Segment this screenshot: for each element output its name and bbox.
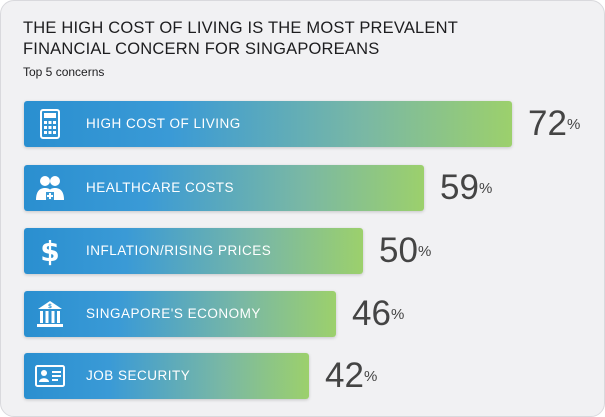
- bar-label: JOB SECURITY: [86, 368, 191, 383]
- bar: HIGH COST OF LIVING: [24, 101, 512, 147]
- chart-title-line1: THE HIGH COST OF LIVING IS THE MOST PREV…: [23, 19, 459, 37]
- dollar-icon: $: [34, 235, 66, 268]
- people-health-icon: [34, 172, 66, 204]
- chart-title: THE HIGH COST OF LIVING IS THE MOST PREV…: [23, 18, 583, 60]
- data-label-value: 50: [379, 231, 418, 270]
- data-label-unit: %: [478, 180, 493, 197]
- calculator-icon: [34, 108, 66, 140]
- bar-label: SINGAPORE'S ECONOMY: [86, 306, 261, 321]
- bar: $ INFLATION/RISING PRICES: [24, 228, 363, 274]
- bar: JOB SECURITY: [24, 353, 309, 399]
- data-label: 59%: [440, 168, 492, 208]
- id-card-icon: [34, 360, 66, 392]
- bar: HEALTHCARE COSTS: [24, 165, 424, 211]
- data-label-unit: %: [566, 116, 581, 133]
- data-label-unit: %: [390, 306, 405, 323]
- chart-subtitle: Top 5 concerns: [23, 65, 105, 79]
- data-label-value: 42: [325, 356, 364, 395]
- data-label: 50%: [379, 231, 431, 271]
- data-label: 46%: [352, 294, 404, 334]
- bank-icon: $: [34, 298, 66, 330]
- bar-label: INFLATION/RISING PRICES: [86, 243, 272, 258]
- data-label-value: 46: [352, 294, 391, 333]
- data-label-unit: %: [363, 368, 378, 385]
- data-label-unit: %: [417, 243, 432, 260]
- bar: $ SINGAPORE'S ECONOMY: [24, 291, 336, 337]
- data-label: 42%: [325, 356, 377, 396]
- svg-text:$: $: [48, 303, 52, 310]
- data-label: 72%: [528, 104, 580, 144]
- chart-title-line2: FINANCIAL CONCERN FOR SINGAPOREANS: [23, 40, 380, 58]
- data-label-value: 59: [440, 168, 479, 207]
- svg-text:$: $: [40, 235, 59, 267]
- bar-label: HEALTHCARE COSTS: [86, 180, 235, 195]
- data-label-value: 72: [528, 104, 567, 143]
- bar-label: HIGH COST OF LIVING: [86, 116, 241, 131]
